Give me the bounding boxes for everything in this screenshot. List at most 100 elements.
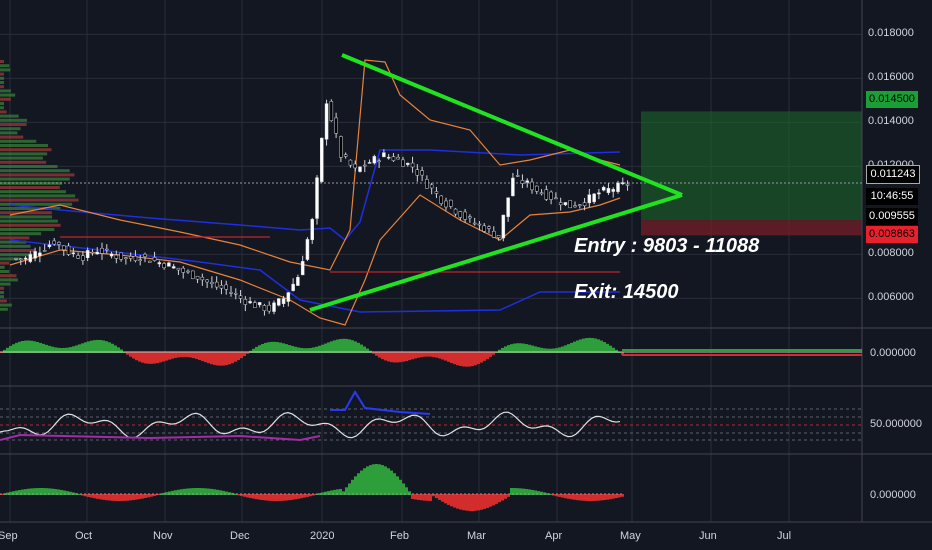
oscillator-bar <box>147 494 150 498</box>
momentum-bar <box>309 347 312 353</box>
volume-profile-bar <box>0 144 49 147</box>
oscillator-bar <box>459 494 462 510</box>
oscillator-bar <box>564 494 567 499</box>
oscillator-bar <box>54 489 57 495</box>
momentum-bar <box>87 341 90 353</box>
momentum-bar <box>516 343 519 353</box>
oscillator-bar <box>570 494 573 500</box>
momentum-bar <box>63 347 66 353</box>
oscillator-bar <box>183 488 186 495</box>
oscillator-bar <box>438 494 441 500</box>
oscillator-bar <box>66 491 69 495</box>
oscillator-bar <box>261 494 264 501</box>
volume-profile-bar <box>0 207 61 210</box>
momentum-bar <box>492 352 495 355</box>
momentum-bar <box>129 352 132 357</box>
volume-profile-bar <box>0 278 18 282</box>
oscillator-bar <box>549 493 552 495</box>
triangle-upper-line <box>341 53 683 197</box>
momentum-bar <box>177 352 180 358</box>
candle-body <box>95 251 99 255</box>
time-tick-label: Oct <box>75 530 93 542</box>
candle-body <box>291 283 295 291</box>
candle-body <box>339 136 343 158</box>
oscillator-bar <box>453 494 456 508</box>
candle-body <box>109 253 114 257</box>
momentum-bar <box>615 349 618 353</box>
momentum-bar <box>375 352 378 356</box>
momentum-bar <box>9 345 12 353</box>
oscillator-bar <box>561 494 564 498</box>
candle-body <box>501 214 506 239</box>
momentum-bar <box>24 340 27 353</box>
candle-body <box>234 293 238 295</box>
momentum-bar <box>342 338 345 353</box>
oscillator-bar <box>42 488 45 495</box>
momentum-bar <box>45 344 48 353</box>
price-tick-label: 0.008000 <box>868 247 914 260</box>
oscillator-bar <box>210 488 213 495</box>
oscillator-bar <box>27 488 30 495</box>
oscillator-bar <box>21 489 24 495</box>
momentum-bar <box>144 352 147 364</box>
momentum-bar <box>540 347 543 353</box>
momentum-bar <box>297 347 300 353</box>
time-tick-label: Dec <box>230 530 250 542</box>
indicator-bands <box>0 59 862 326</box>
oscillator-bar <box>240 494 243 497</box>
momentum-bar <box>447 352 450 362</box>
momentum-bar <box>15 342 18 353</box>
candle-body <box>248 301 252 304</box>
momentum-bar <box>387 352 390 362</box>
oscillator-bar <box>600 494 603 501</box>
oscillator-bar <box>105 494 108 501</box>
candle-body <box>205 279 209 283</box>
momentum-bar <box>474 352 477 366</box>
price-tick-label: 0.016000 <box>868 71 914 84</box>
candle-body <box>549 191 553 200</box>
oscillator-bar <box>258 494 261 500</box>
candle-body <box>492 230 496 238</box>
countdown-tag: 10:46:55 <box>866 188 918 205</box>
candle-body <box>14 258 18 260</box>
oscillator-bar <box>120 494 123 501</box>
oscillator-bar <box>285 494 288 501</box>
candle-body <box>100 247 104 254</box>
oscillator-bar <box>219 490 222 495</box>
volume-profile-bar <box>0 89 11 93</box>
oscillator-bar <box>234 493 237 495</box>
oscillator-bar <box>612 494 615 499</box>
oscillator-bar <box>450 494 453 507</box>
candle-body <box>496 235 501 238</box>
oscillator-bar <box>192 488 195 495</box>
candle-body <box>214 281 219 288</box>
oscillator-bar <box>372 464 375 495</box>
rsi-oversold <box>0 433 321 442</box>
volume-profile-bar <box>0 68 11 72</box>
oscillator-bar <box>369 465 372 495</box>
oscillator-bar <box>522 488 525 495</box>
oscillator-bar <box>294 494 297 500</box>
candle-body <box>148 260 152 263</box>
volume-profile-bar <box>0 286 4 290</box>
momentum-bar <box>417 352 420 358</box>
oscillator-bar <box>195 488 198 495</box>
price-tick-label: 0.014000 <box>868 115 914 128</box>
candle-body <box>71 252 76 255</box>
momentum-bar <box>315 346 318 353</box>
bollinger-upper <box>9 59 621 271</box>
candle-body <box>171 266 176 269</box>
momentum-bar <box>507 345 510 353</box>
momentum-bar <box>210 352 213 365</box>
momentum-bar <box>321 344 324 353</box>
momentum-bar <box>66 347 69 353</box>
oscillator-bar <box>327 491 330 495</box>
oscillator-bar <box>171 490 174 495</box>
oscillator-bar <box>117 494 120 501</box>
momentum-bar <box>84 342 87 353</box>
candle-body <box>114 254 119 259</box>
candle-body <box>611 189 615 192</box>
momentum-bar <box>234 352 237 362</box>
candle-body <box>482 225 486 232</box>
